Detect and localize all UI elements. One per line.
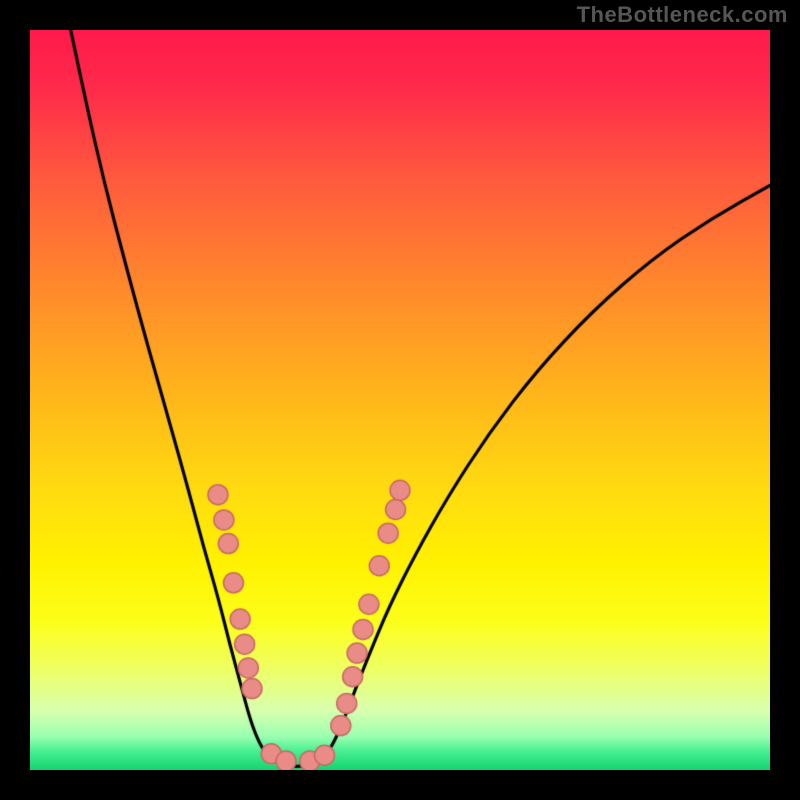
bottleneck-curve-canvas (30, 30, 770, 770)
plot-area (30, 30, 770, 770)
chart-container: TheBottleneck.com (0, 0, 800, 800)
watermark-text: TheBottleneck.com (577, 2, 788, 28)
